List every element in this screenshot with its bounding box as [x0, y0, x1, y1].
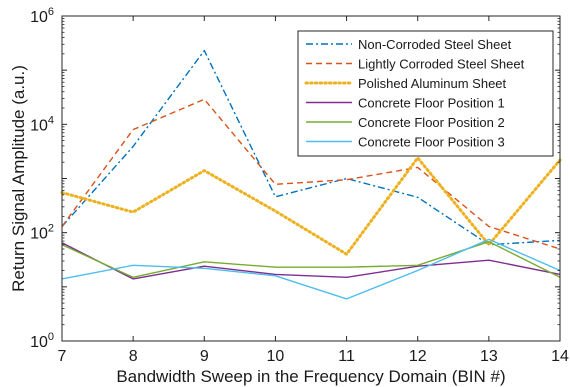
series-line-6 — [61, 238, 561, 300]
y-axis-label: Return Signal Amplitude (a.u.) — [9, 65, 28, 292]
series-line-3 — [60, 156, 562, 256]
legend-box — [297, 30, 554, 157]
x-tick-label: 11 — [338, 348, 355, 365]
tick-labels: 7 8 9 10 11 12 13 14 100 102 104 106 — [30, 6, 569, 365]
x-tick-label: 7 — [58, 348, 67, 365]
legend-label-6: Concrete Floor Position 3 — [358, 135, 505, 150]
series-line-4 — [61, 242, 561, 280]
series-line-1 — [61, 49, 561, 246]
legend-label-2: Lightly Corroded Steel Sheet — [358, 57, 525, 72]
series-line-2 — [61, 98, 561, 250]
y-tick-label: 102 — [30, 223, 54, 243]
x-tick-label: 12 — [409, 348, 427, 365]
legend-label-3: Polished Aluminum Sheet — [358, 76, 507, 91]
y-tick-label: 104 — [30, 114, 54, 134]
y-tick-label: 106 — [30, 6, 54, 26]
x-axis-label: Bandwidth Sweep in the Frequency Domain … — [116, 367, 505, 386]
x-tick-label: 13 — [480, 348, 498, 365]
legend-label-5: Concrete Floor Position 2 — [358, 115, 505, 130]
axes-frame — [61, 15, 561, 342]
x-tick-label: 9 — [200, 348, 209, 365]
legend-label-4: Concrete Floor Position 1 — [358, 96, 505, 111]
x-tick-label: 10 — [267, 348, 285, 365]
legend: Non-Corroded Steel Sheet Lightly Corroded… — [297, 30, 554, 157]
legend-label-1: Non-Corroded Steel Sheet — [358, 37, 512, 52]
series-line-5 — [61, 240, 561, 278]
y-tick-label: 100 — [30, 331, 54, 351]
x-tick-label: 8 — [129, 348, 138, 365]
x-tick-label: 14 — [551, 348, 569, 365]
series-group — [60, 49, 562, 300]
